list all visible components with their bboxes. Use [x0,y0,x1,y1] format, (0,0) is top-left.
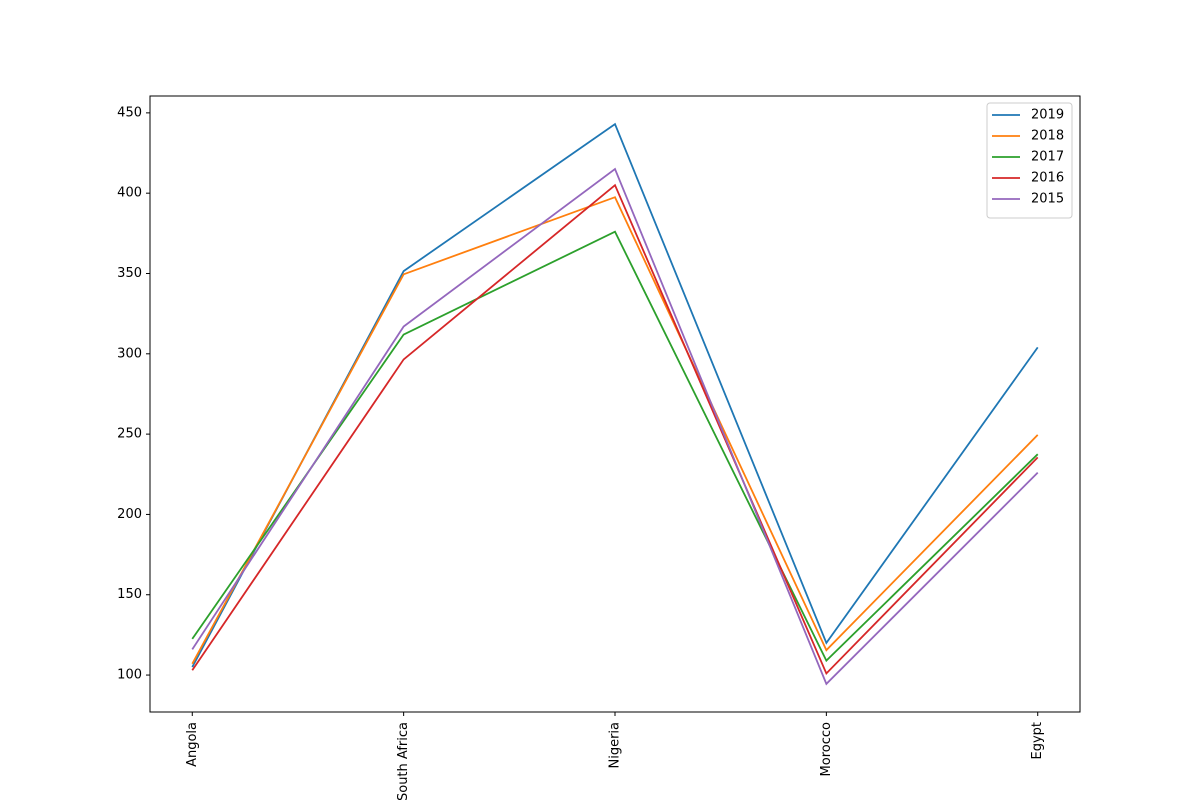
y-tick-label: 100 [117,668,142,683]
legend-label: 2015 [1031,192,1064,207]
y-tick-label: 450 [117,105,142,120]
line [191,167,1039,686]
legend-label: 2016 [1031,171,1064,186]
legend-label: 2017 [1031,150,1064,165]
legend-label: 2018 [1031,129,1064,144]
y-tick-label: 250 [117,427,142,442]
y-tick-label: 300 [117,346,142,361]
x-tick-label: South Africa [396,722,411,800]
x-tick-label: Morocco [819,722,834,776]
y-tick-label: 150 [117,587,142,602]
x-tick-label: Angola [185,722,200,767]
y-tick-label: 200 [117,507,142,522]
plot-frame [149,95,1081,713]
line [191,122,1039,668]
legend-label: 2019 [1031,108,1064,123]
line [191,183,1039,676]
x-tick-label: Egypt [1030,722,1045,760]
x-tick-label: Nigeria [608,722,623,769]
legend-box [986,102,1073,219]
y-tick-label: 400 [117,186,142,201]
line [191,196,1039,665]
line [191,230,1039,663]
y-tick-label: 350 [117,266,142,281]
